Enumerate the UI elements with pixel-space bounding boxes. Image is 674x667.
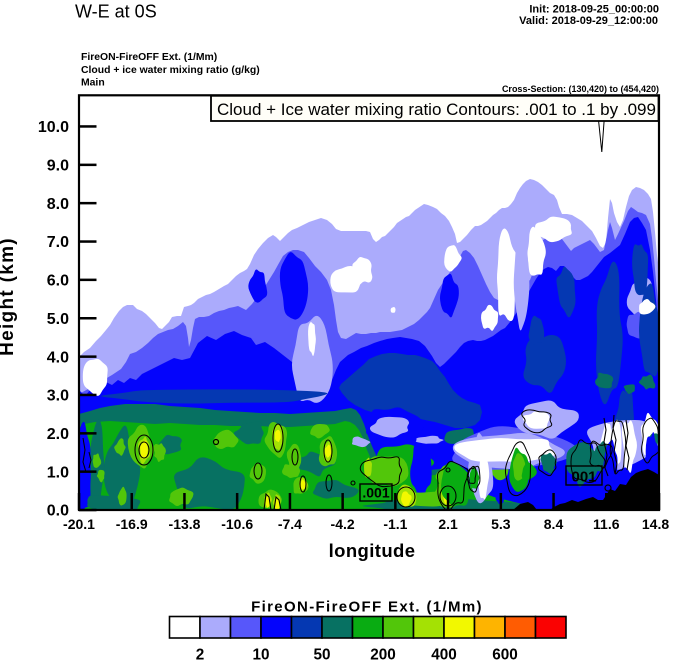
svg-text:-20.1: -20.1 [63,516,95,532]
svg-text:FireON-FireOFF Ext. (1/Mm): FireON-FireOFF Ext. (1/Mm) [81,52,217,63]
svg-text:-4.2: -4.2 [331,516,355,532]
svg-text:5.3: 5.3 [491,516,511,532]
svg-text:Cloud + ice water mixing ratio: Cloud + ice water mixing ratio (g/kg) [81,65,260,76]
svg-text:200: 200 [370,647,396,664]
svg-text:W-E at 0S: W-E at 0S [75,2,157,22]
svg-text:Valid: 2018-09-29_12:00:00: Valid: 2018-09-29_12:00:00 [519,15,658,27]
svg-text:Cloud + Ice water mixing ratio: Cloud + Ice water mixing ratio Contours:… [217,100,656,119]
svg-text:Height (km): Height (km) [0,237,18,356]
svg-text:Init: 2018-09-25_00:00:00: Init: 2018-09-25_00:00:00 [529,4,659,16]
svg-text:2: 2 [196,647,205,664]
svg-text:FireON-FireOFF Ext. (1/Mm): FireON-FireOFF Ext. (1/Mm) [251,599,483,616]
svg-text:600: 600 [492,647,518,664]
svg-text:6.0: 6.0 [47,273,69,290]
svg-text:8.0: 8.0 [47,196,69,213]
svg-text:10: 10 [252,647,269,664]
svg-text:-1.1: -1.1 [383,516,407,532]
svg-text:2.0: 2.0 [47,426,69,443]
svg-text:-13.8: -13.8 [169,516,201,532]
svg-text:Cross-Section: (130,420) to (4: Cross-Section: (130,420) to (454,420) [502,84,659,94]
svg-text:longitude: longitude [329,540,416,561]
svg-text:2.1: 2.1 [438,516,458,532]
svg-text:-10.6: -10.6 [221,516,253,532]
svg-text:9.0: 9.0 [47,158,69,175]
svg-text:50: 50 [313,647,330,664]
svg-text:400: 400 [431,647,457,664]
svg-text:4.0: 4.0 [47,349,69,366]
svg-text:.001: .001 [362,485,389,501]
svg-text:-7.4: -7.4 [278,516,302,532]
svg-text:8.4: 8.4 [544,516,564,532]
svg-text:7.0: 7.0 [47,234,69,251]
svg-text:10.0: 10.0 [38,119,69,136]
svg-text:0.0: 0.0 [47,503,69,520]
svg-text:5.0: 5.0 [47,311,69,328]
svg-text:11.6: 11.6 [593,516,620,532]
svg-text:3.0: 3.0 [47,388,69,405]
svg-text:Main: Main [81,77,105,88]
svg-text:1.0: 1.0 [47,464,69,481]
svg-text:-16.9: -16.9 [116,516,148,532]
svg-text:14.8: 14.8 [642,516,669,532]
svg-text:001: 001 [571,469,596,486]
